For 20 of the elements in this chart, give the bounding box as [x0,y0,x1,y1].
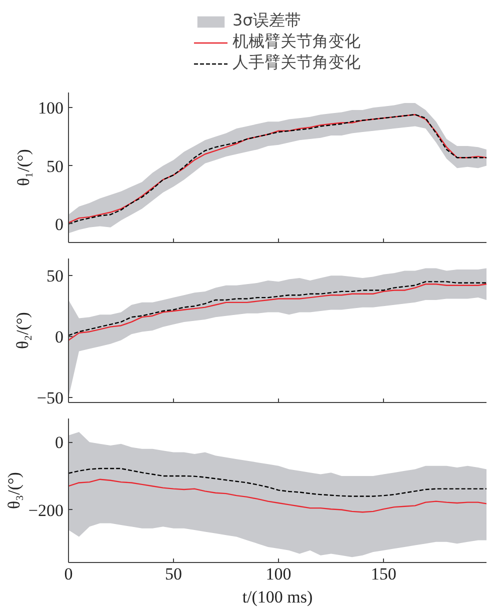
x-tick-label: 50 [165,564,182,584]
x-tick-label: 150 [370,564,396,584]
y-tick-label: 50 [46,266,64,286]
x-tick-label: 100 [266,564,292,584]
y-axis-title: θ₂/(°) [12,312,32,349]
y-axis-title: θ₃/(°) [4,472,24,509]
y-tick-label: 0 [55,433,64,452]
line-series [68,468,486,497]
y-tick-label: 0 [55,328,64,347]
legend-label: 3σ误差带 [232,10,301,32]
legend-label: 人手臂关节角变化 [232,52,360,74]
y-tick-label: −50 [36,388,64,408]
line-series [68,478,486,513]
y-tick-label: 50 [46,156,64,176]
y-axis-title: θ₁/(°) [14,149,33,186]
x-axis-title: t/(100 ms) [242,588,313,606]
y-tick-label: −200 [28,500,64,520]
y-tick-label: 100 [38,98,64,118]
y-tick-label: 0 [55,214,64,234]
legend-label: 机械臂关节角变化 [232,32,360,52]
